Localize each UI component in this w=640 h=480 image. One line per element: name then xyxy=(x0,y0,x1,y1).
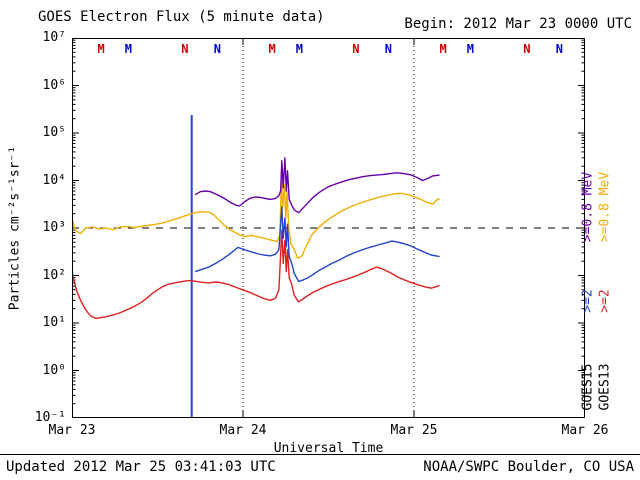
data-source: NOAA/SWPC Boulder, CO USA xyxy=(423,459,634,475)
time-marker-M: M xyxy=(295,42,304,56)
time-marker-M: M xyxy=(466,42,475,56)
time-marker-N: N xyxy=(181,42,189,56)
flux-chart-svg xyxy=(72,38,585,418)
legend-satellite-label: GOES15 xyxy=(580,363,596,411)
time-marker-N: N xyxy=(384,42,392,56)
plot-area xyxy=(72,38,585,418)
time-marker-M: M xyxy=(439,42,447,56)
time-marker-N: N xyxy=(523,42,531,56)
legend-energy-label: >=0.8 MeV xyxy=(580,171,596,243)
time-marker-N: N xyxy=(555,42,563,56)
legend-satellite-label: GOES13 xyxy=(597,363,613,411)
y-tick-label: 10⁷ xyxy=(42,30,66,45)
time-marker-M: M xyxy=(97,42,105,56)
time-marker-N: N xyxy=(213,42,221,56)
y-tick-label: 10⁴ xyxy=(42,172,66,188)
time-marker-M: M xyxy=(124,42,133,56)
x-tick-label: Mar 25 xyxy=(390,423,438,438)
y-tick-label: 10⁻¹ xyxy=(34,410,66,425)
footer-divider xyxy=(0,454,640,455)
legend-energy-label: >=2 xyxy=(580,289,596,313)
begin-timestamp: Begin: 2012 Mar 23 0000 UTC xyxy=(404,16,632,32)
series-goes15-0.8-mev xyxy=(194,157,440,214)
x-tick-label: Mar 24 xyxy=(219,423,267,438)
y-tick-label: 10⁵ xyxy=(42,125,66,140)
y-tick-label: 10³ xyxy=(42,220,66,235)
series-goes15-2-mev xyxy=(194,206,440,283)
time-marker-M: M xyxy=(268,42,276,56)
y-tick-label: 10⁶ xyxy=(42,77,66,93)
x-axis-label: Universal Time xyxy=(273,441,384,456)
legend-energy-label: >=2 xyxy=(597,289,613,313)
y-tick-label: 10² xyxy=(42,267,66,283)
y-tick-label: 10¹ xyxy=(42,315,66,330)
y-axis-label: Particles cm⁻²s⁻¹sr⁻¹ xyxy=(7,145,23,311)
y-tick-label: 10⁰ xyxy=(42,362,66,378)
plot-border xyxy=(72,38,585,418)
series-goes13-0.8-mev xyxy=(72,177,440,260)
x-tick-label: Mar 26 xyxy=(561,423,609,438)
series-goes13-2-mev xyxy=(72,229,440,320)
legend-energy-label: >=0.8 MeV xyxy=(597,171,613,243)
time-marker-N: N xyxy=(352,42,360,56)
updated-timestamp: Updated 2012 Mar 25 03:41:03 UTC xyxy=(6,459,276,475)
x-tick-label: Mar 23 xyxy=(48,423,96,438)
chart-title: GOES Electron Flux (5 minute data) xyxy=(38,9,325,25)
